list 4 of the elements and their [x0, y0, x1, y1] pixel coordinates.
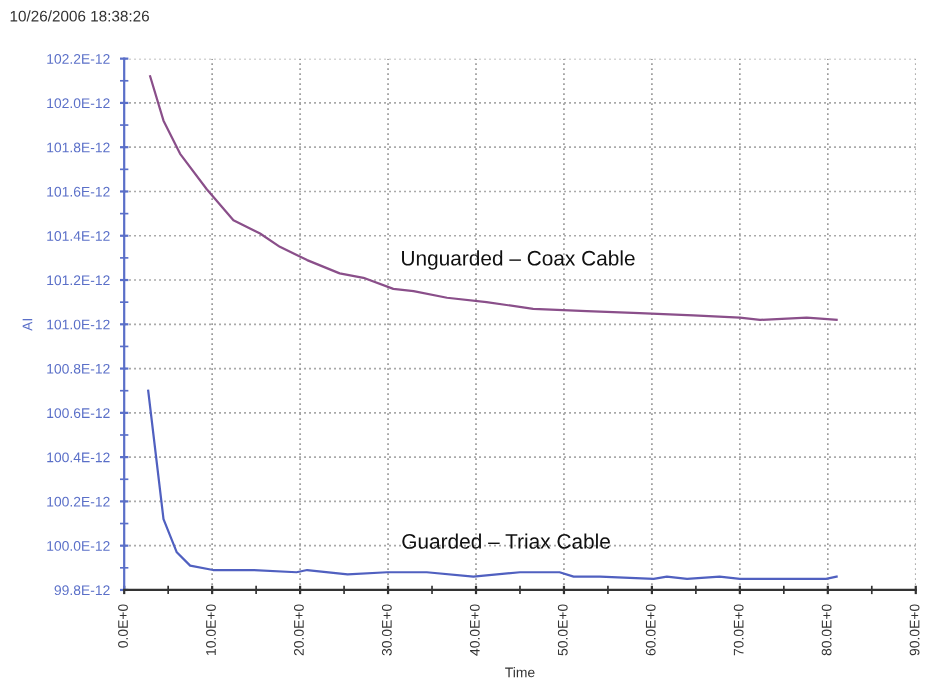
annotation: Unguarded – Coax Cable — [402, 250, 635, 270]
annotation: Guarded – Triax Cable — [402, 533, 610, 549]
line-series — [149, 75, 838, 321]
line-series — [147, 389, 838, 580]
